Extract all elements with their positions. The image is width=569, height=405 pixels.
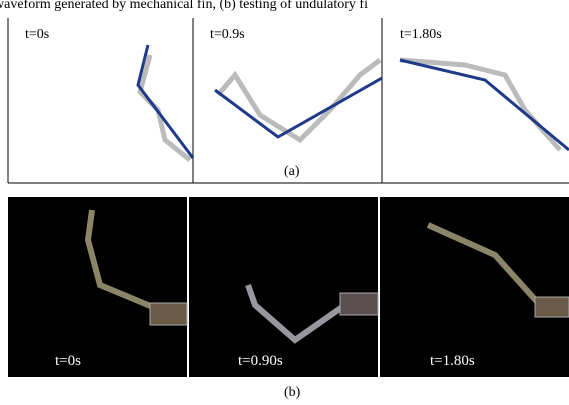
caption-top: waveform generated by mechanical fin, (b…	[0, 0, 368, 12]
frame-label: t=0s	[25, 27, 49, 42]
frame-label: t=1.80s	[430, 353, 475, 369]
frame-label: t=0s	[55, 353, 81, 369]
frame-label: t=0.9s	[210, 27, 245, 42]
frame-label: t=1.80s	[400, 27, 442, 42]
caption-b: (b)	[284, 385, 301, 400]
figure: waveform generated by mechanical fin, (b…	[0, 0, 569, 405]
frame-label: t=0.90s	[238, 353, 283, 369]
row-a	[8, 18, 569, 183]
page: waveform generated by mechanical fin, (b…	[0, 0, 569, 405]
row-b	[8, 197, 569, 377]
caption-a: (a)	[284, 164, 300, 179]
